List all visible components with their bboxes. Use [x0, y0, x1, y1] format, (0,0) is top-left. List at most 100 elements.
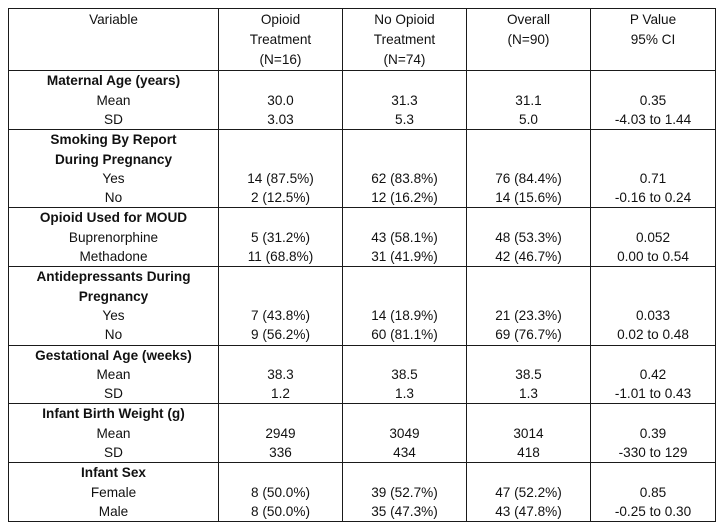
no-opioid-cell: 14 (18.9%) 60 (81.1%) [342, 266, 467, 346]
characteristics-table: Variable Opioid Treatment (N=16) No Opio… [8, 7, 716, 522]
row-label: Buprenorphine [68, 229, 159, 245]
overall-cell: 31.1 5.0 [466, 70, 591, 131]
variable-cell: Infant Birth Weight (g) Mean SD [8, 403, 219, 464]
no-opioid-value: 62 (83.8%) [371, 170, 438, 186]
opioid-value: 11 (68.8%) [247, 249, 314, 265]
table-row: Gestational Age (weeks) Mean SD 38.3 1.2 38.5… [8, 344, 716, 405]
header-overall-line2: (N=90) [507, 31, 550, 47]
header-opioid-treatment: Opioid Treatment (N=16) [218, 7, 343, 72]
spacer [591, 346, 715, 365]
section-title: Opioid Used for MOUD [39, 210, 188, 226]
overall-value: 418 [517, 445, 540, 461]
spacer [343, 71, 466, 90]
overall-value: 76 (84.4%) [495, 170, 562, 186]
section-title: Gestational Age (weeks) [35, 347, 192, 363]
no-opioid-value: 39 (52.7%) [371, 484, 438, 500]
section-title: Smoking By Report [50, 132, 177, 148]
table-row: Smoking By Report During Pregnancy Yes No 14… [8, 129, 716, 209]
no-opioid-value: 14 (18.9%) [371, 307, 438, 323]
spacer [591, 267, 715, 286]
spacer [219, 404, 342, 423]
header-overall-line1: Overall [506, 12, 551, 27]
opioid-cell: 8 (50.0%) 8 (50.0%) [218, 462, 343, 522]
header-overall: Overall (N=90) [466, 7, 591, 72]
opioid-cell: 7 (43.8%) 9 (56.2%) [218, 266, 343, 346]
row-label: Yes [102, 170, 125, 186]
spacer [591, 463, 715, 482]
header-variable-label: Variable [89, 12, 138, 27]
opioid-cell: 30.0 3.03 [218, 70, 343, 131]
overall-value: 21 (23.3%) [495, 307, 562, 323]
spacer [591, 71, 715, 90]
opioid-value: 9 (56.2%) [251, 327, 310, 343]
header-opioid-line2: Treatment [249, 31, 312, 47]
table-row: Maternal Age (years) Mean SD 30.0 3.03 31.3 5.… [8, 70, 716, 131]
no-opioid-value: 35 (47.3%) [371, 503, 438, 519]
spacer [591, 150, 715, 169]
p-value-value: 0.85 [639, 484, 667, 500]
no-opioid-value: 31 (41.9%) [371, 249, 438, 265]
opioid-cell: 2949 336 [218, 403, 343, 464]
opioid-value: 336 [269, 445, 292, 461]
spacer [343, 208, 466, 227]
spacer [591, 287, 715, 306]
no-opioid-cell: 39 (52.7%) 35 (47.3%) [342, 462, 467, 522]
row-label: No [104, 327, 123, 343]
header-no-opioid-line2: Treatment [373, 31, 436, 47]
row-label: Methadone [79, 249, 148, 265]
p-value-value: 0.033 [635, 307, 671, 323]
header-row: Variable Opioid Treatment (N=16) No Opio… [8, 7, 716, 72]
spacer [343, 150, 466, 169]
section-title: During Pregnancy [54, 151, 173, 167]
spacer [467, 71, 590, 90]
overall-value: 1.3 [519, 386, 538, 402]
row-label: Mean [96, 92, 131, 108]
row-label: SD [104, 111, 123, 127]
overall-value: 38.5 [515, 366, 542, 382]
overall-value: 42 (46.7%) [495, 249, 562, 265]
spacer [467, 208, 590, 227]
overall-cell: 76 (84.4%) 14 (15.6%) [466, 129, 591, 209]
variable-cell: Maternal Age (years) Mean SD [8, 70, 219, 131]
no-opioid-cell: 43 (58.1%) 31 (41.9%) [342, 207, 467, 268]
header-opioid-line1: Opioid [260, 12, 301, 27]
section-title: Maternal Age (years) [46, 73, 181, 89]
opioid-value: 2949 [265, 425, 296, 441]
spacer [219, 463, 342, 482]
p-value-value: 0.39 [639, 425, 667, 441]
p-value-cell: 0.71 -0.16 to 0.24 [590, 129, 716, 209]
opioid-value: 2 (12.5%) [251, 190, 310, 206]
p-value-value: 0.35 [639, 92, 667, 108]
spacer [219, 130, 342, 149]
header-p-value: P Value 95% CI [590, 7, 716, 72]
p-value-value: 0.00 to 0.54 [617, 249, 689, 265]
opioid-cell: 14 (87.5%) 2 (12.5%) [218, 129, 343, 209]
opioid-value: 8 (50.0%) [251, 503, 310, 519]
no-opioid-value: 5.3 [395, 111, 414, 127]
spacer [467, 346, 590, 365]
opioid-cell: 38.3 1.2 [218, 344, 343, 405]
p-value-value: 0.42 [639, 366, 667, 382]
row-label: SD [104, 386, 123, 402]
opioid-value: 8 (50.0%) [251, 484, 310, 500]
overall-value: 69 (76.7%) [495, 327, 562, 343]
overall-cell: 48 (53.3%) 42 (46.7%) [466, 207, 591, 268]
overall-value: 5.0 [519, 111, 538, 127]
overall-cell: 21 (23.3%) 69 (76.7%) [466, 266, 591, 346]
p-value-value: -4.03 to 1.44 [614, 111, 692, 127]
p-value-cell: 0.033 0.02 to 0.48 [590, 266, 716, 346]
variable-cell: Gestational Age (weeks) Mean SD [8, 344, 219, 405]
spacer [219, 71, 342, 90]
variable-cell: Smoking By Report During Pregnancy Yes No [8, 129, 219, 209]
spacer [219, 150, 342, 169]
p-value-cell: 0.052 0.00 to 0.54 [590, 207, 716, 268]
opioid-value: 14 (87.5%) [247, 170, 314, 186]
row-label: Yes [102, 307, 125, 323]
section-title: Pregnancy [78, 288, 149, 304]
table-body: Variable Opioid Treatment (N=16) No Opio… [8, 7, 716, 522]
opioid-value: 1.2 [271, 386, 290, 402]
section-title: Antidepressants During [36, 269, 191, 285]
spacer [467, 287, 590, 306]
table-row: Infant Birth Weight (g) Mean SD 2949 336 3049… [8, 403, 716, 464]
no-opioid-value: 60 (81.1%) [371, 327, 438, 343]
